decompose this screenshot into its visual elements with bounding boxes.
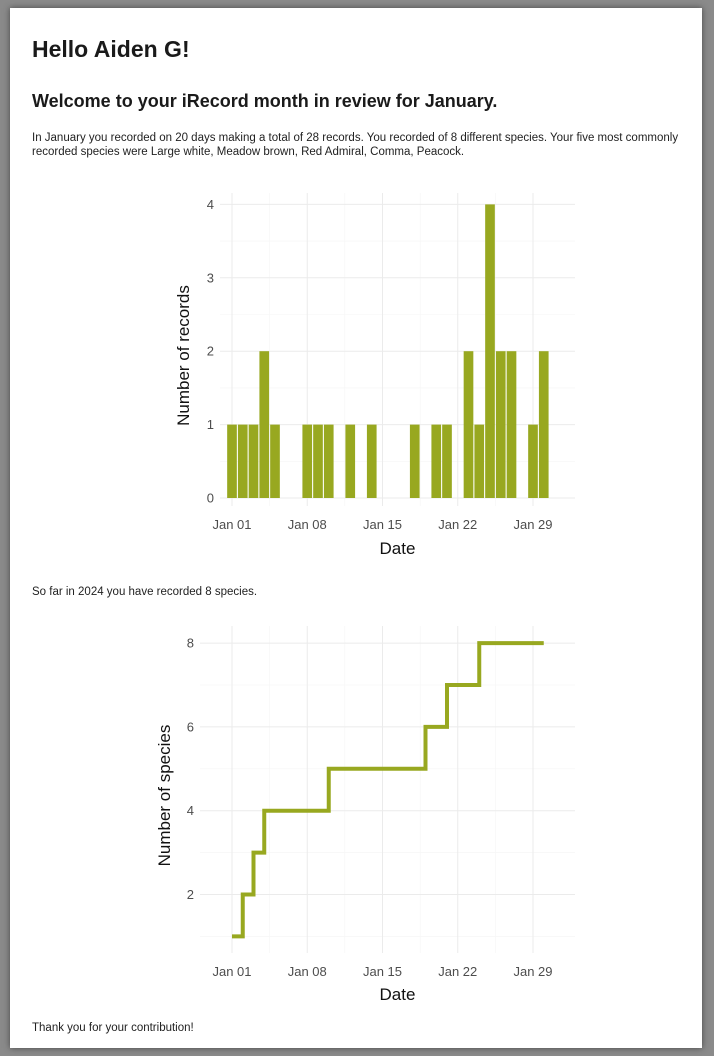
records-bar [538, 351, 549, 498]
y-axis-title: Number of species [155, 725, 174, 867]
records-bar [302, 424, 313, 498]
records-bar [345, 424, 356, 498]
records-bar [237, 424, 248, 498]
y-tick-label: 1 [207, 417, 214, 432]
y-tick-label: 4 [207, 197, 214, 212]
records-bar [366, 424, 377, 498]
x-tick-label: Jan 08 [288, 964, 327, 979]
x-axis-title: Date [380, 539, 416, 558]
y-tick-label: 6 [187, 719, 194, 734]
x-tick-label: Jan 08 [288, 517, 327, 532]
x-tick-label: Jan 29 [513, 964, 552, 979]
y-axis-title: Number of records [174, 285, 193, 426]
records-bar [463, 351, 474, 498]
x-tick-label: Jan 22 [438, 517, 477, 532]
month-review-subtitle: Welcome to your iRecord month in review … [32, 91, 498, 111]
records-bar [409, 424, 420, 498]
year-species-text: So far in 2024 you have recorded 8 speci… [32, 586, 258, 598]
x-tick-label: Jan 01 [212, 964, 251, 979]
x-tick-label: Jan 22 [438, 964, 477, 979]
records-bar [431, 424, 442, 498]
records-bar [442, 424, 452, 498]
x-tick-label: Jan 29 [513, 517, 552, 532]
records-bar [248, 424, 259, 498]
records-bar [259, 351, 270, 498]
y-tick-label: 2 [207, 344, 214, 359]
records-bar [270, 424, 280, 498]
y-tick-label: 2 [187, 887, 194, 902]
records-bar [506, 351, 517, 498]
records-bar [474, 424, 485, 498]
y-tick-label: 4 [187, 803, 194, 818]
x-tick-label: Jan 15 [363, 517, 402, 532]
greeting-heading: Hello Aiden G! [32, 36, 190, 62]
report-page: Hello Aiden G! Welcome to your iRecord m… [10, 8, 702, 1048]
y-tick-label: 0 [207, 491, 214, 506]
x-axis-title: Date [380, 985, 416, 1004]
records-bar [528, 424, 538, 498]
x-tick-label: Jan 01 [212, 517, 251, 532]
y-tick-label: 8 [187, 636, 194, 651]
month-summary-text: In January you recorded on 20 days makin… [32, 132, 679, 158]
x-tick-label: Jan 15 [363, 964, 402, 979]
y-tick-label: 3 [207, 270, 214, 285]
records-bar [313, 424, 323, 498]
records-bar [227, 424, 237, 498]
species-step-line [232, 641, 544, 939]
records-bar-chart: 0 1 2 3 4 Jan 01 Jan 08 Jan 15 Jan 22 Jan 29 Date N… [174, 193, 575, 558]
species-step-chart: 2 4 6 8 Jan 01 Jan 08 Jan 15 Jan 22 Jan 29 Date Nu… [155, 626, 575, 1004]
records-bar [485, 204, 495, 498]
thank-you-text: Thank you for your contribution! [32, 1022, 194, 1034]
records-bar [323, 424, 334, 498]
records-bar [495, 351, 506, 498]
